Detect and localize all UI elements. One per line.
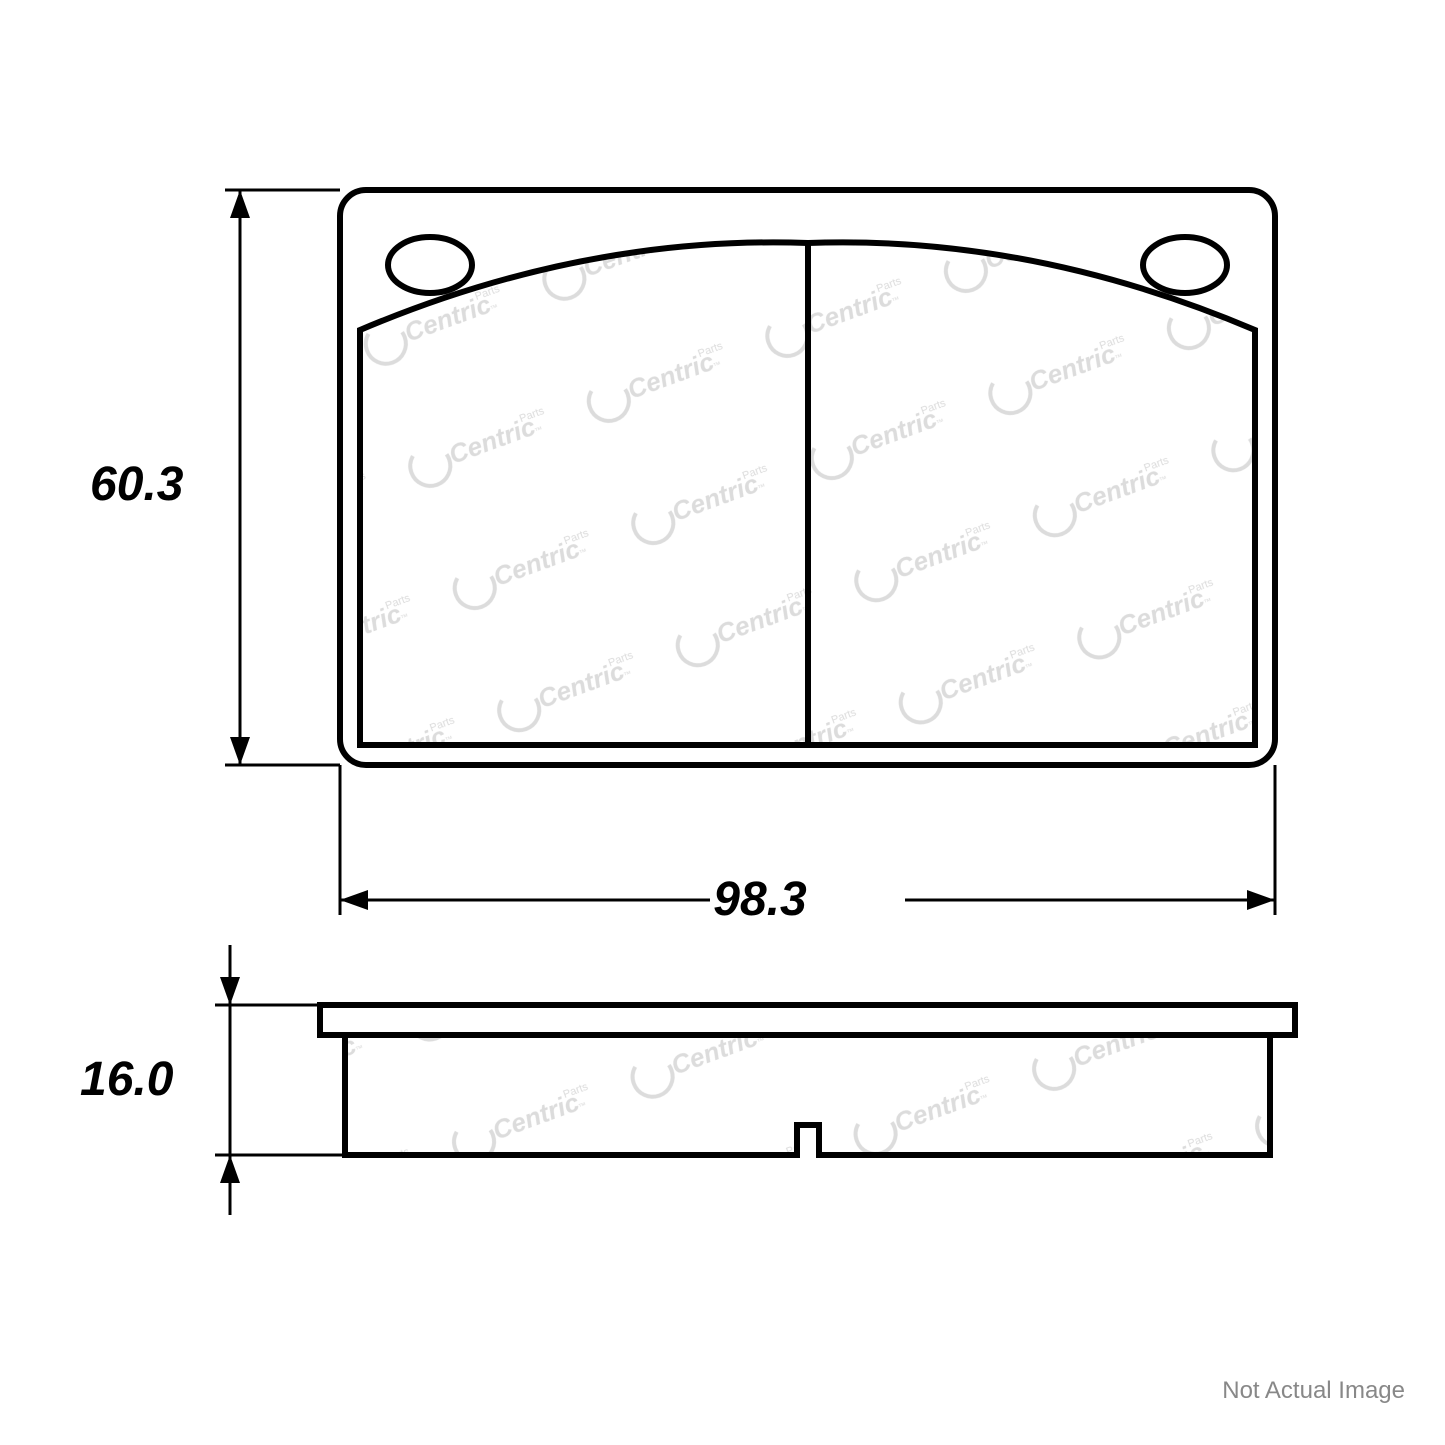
dim-width-label: 98.3: [713, 873, 807, 926]
drawing-svg: CentricParts™60.398.316.0: [0, 0, 1445, 1445]
side-backplate: [320, 1005, 1295, 1035]
dim-height-label: 60.3: [90, 458, 184, 511]
footnote-text: Not Actual Image: [1222, 1377, 1405, 1405]
dim-thickness-label: 16.0: [80, 1053, 174, 1106]
mounting-hole-1: [1143, 237, 1227, 293]
drawing-canvas: CentricParts™60.398.316.0 Not Actual Ima…: [0, 0, 1445, 1445]
mounting-hole-0: [388, 237, 472, 293]
